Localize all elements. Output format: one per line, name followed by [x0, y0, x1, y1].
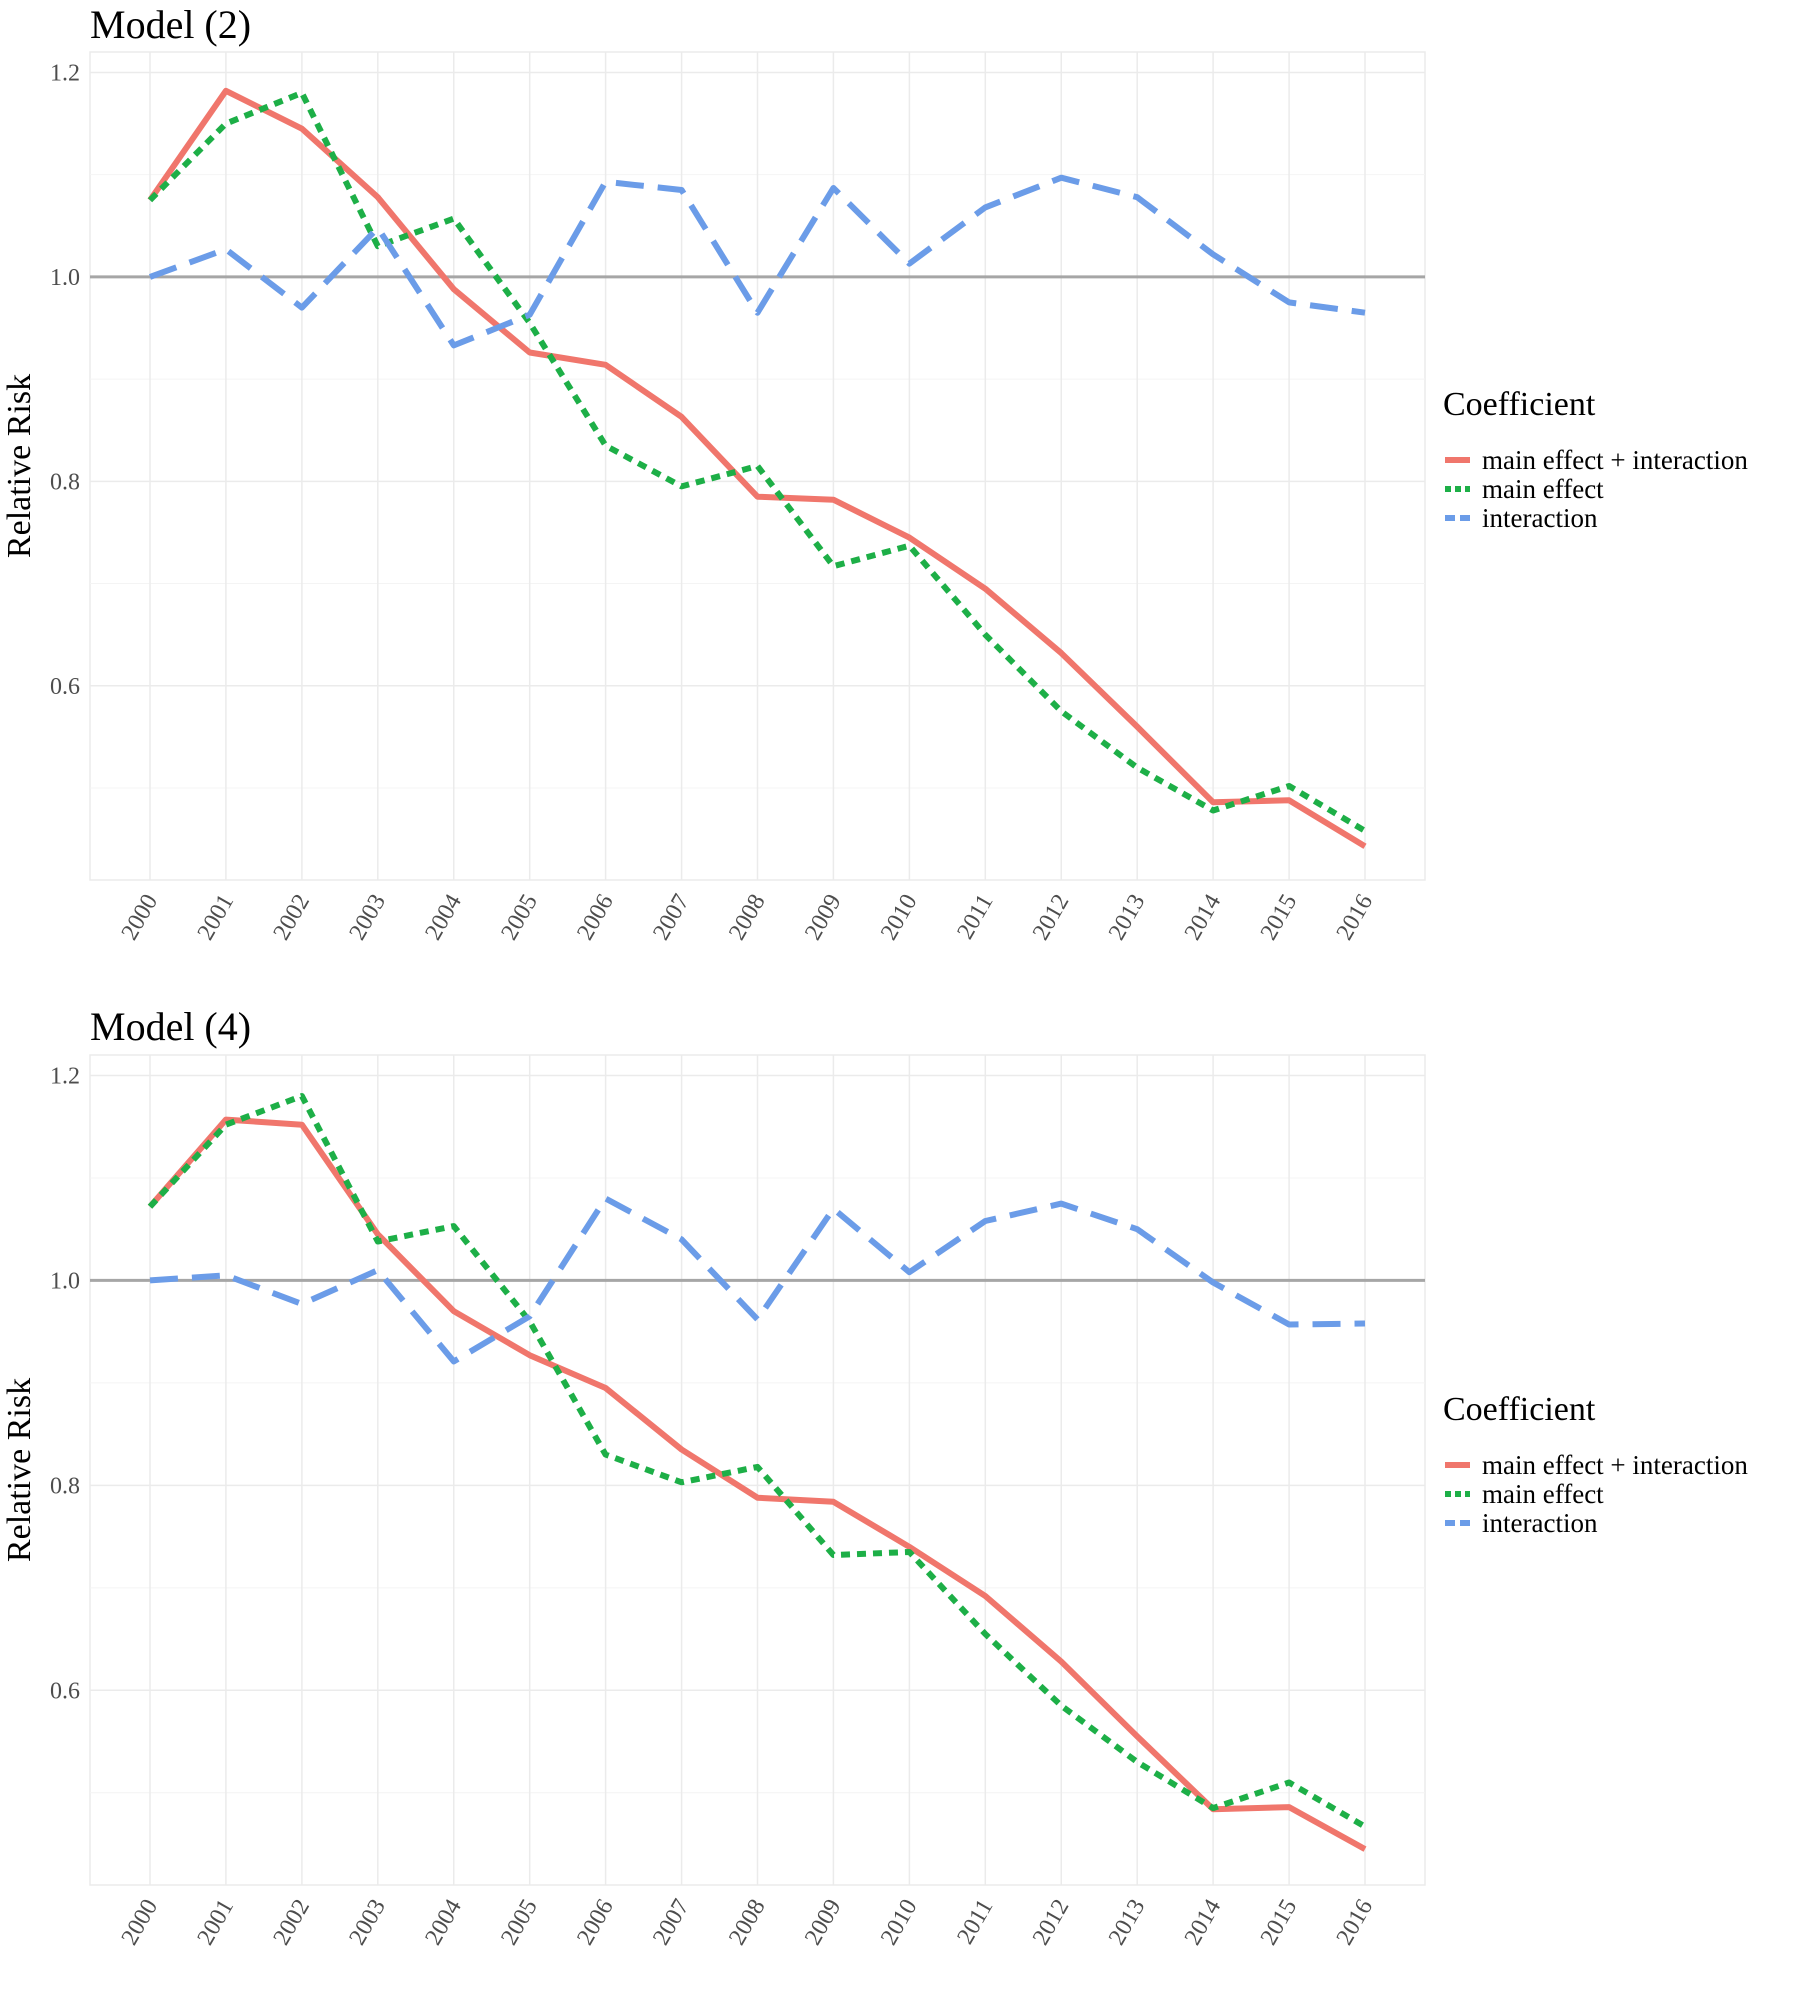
x-tick-label: 2010	[876, 1895, 923, 1950]
x-tick-label: 2013	[1104, 1895, 1151, 1950]
x-tick-label: 2016	[1332, 1895, 1379, 1950]
x-tick-label: 2003	[344, 1895, 391, 1950]
x-tick-label: 2001	[193, 890, 240, 945]
panel-model-2: 0.6 0.8 1.0 1.2 2000 2001 2002 2003 2004 2005 2006…	[1, 2, 1748, 945]
x-tick-label: 2015	[1256, 890, 1303, 945]
y-tick-label: 0.8	[50, 469, 80, 495]
legend-label: main effect + interaction	[1482, 1450, 1748, 1480]
x-tick-label: 2006	[572, 890, 619, 945]
x-tick-label: 2004	[420, 890, 467, 945]
y-tick-label: 1.0	[50, 1268, 80, 1294]
x-tick-label: 2003	[344, 890, 391, 945]
x-tick-label: 2001	[193, 1895, 240, 1950]
legend-title: Coefficient	[1443, 1391, 1596, 1428]
y-tick-label: 0.6	[50, 1678, 80, 1704]
y-axis-label: Relative Risk	[1, 374, 38, 558]
y-tick-label: 0.8	[50, 1473, 80, 1499]
legend-label: interaction	[1482, 1508, 1598, 1538]
x-tick-label: 2006	[572, 1895, 619, 1950]
series-line-main-effect	[147, 1093, 1367, 1830]
x-tick-label: 2015	[1256, 1895, 1303, 1950]
panel-model-4: 0.6 0.8 1.0 1.2 2000 2001 2002 2003 2004 2005 2006…	[1, 1004, 1748, 1950]
x-tick-label: 2009	[800, 890, 847, 945]
y-tick-label: 1.0	[50, 265, 80, 291]
x-tick-label: 2012	[1028, 890, 1075, 945]
x-tick-label: 2007	[648, 1895, 695, 1950]
x-tick-label: 2014	[1180, 890, 1227, 945]
y-axis-label: Relative Risk	[1, 1378, 38, 1562]
series-line-interaction	[149, 1195, 1366, 1365]
x-tick-label: 2000	[117, 1895, 164, 1950]
x-tick-label: 2004	[420, 1895, 467, 1950]
series-line-main-effect-interaction	[147, 87, 1367, 849]
x-tick-label: 2012	[1028, 1895, 1075, 1950]
x-tick-label: 2009	[800, 1895, 847, 1950]
x-tick-label: 2007	[648, 890, 695, 945]
x-tick-label: 2002	[269, 890, 316, 945]
x-tick-label: 2005	[496, 1895, 543, 1950]
x-tick-label: 2013	[1104, 890, 1151, 945]
y-tick-label: 0.6	[50, 674, 80, 700]
x-tick-label: 2011	[952, 1895, 998, 1949]
x-tick-label: 2010	[876, 890, 923, 945]
x-tick-label: 2002	[269, 1895, 316, 1950]
x-tick-label: 2008	[724, 1895, 771, 1950]
chart-title: Model (4)	[90, 1004, 251, 1049]
y-tick-label: 1.2	[50, 1063, 80, 1089]
y-tick-label: 1.2	[50, 60, 80, 86]
legend-label: main effect + interaction	[1482, 445, 1748, 475]
x-tick-label: 2016	[1332, 890, 1379, 945]
x-tick-label: 2005	[496, 890, 543, 945]
legend-title: Coefficient	[1443, 386, 1596, 423]
x-tick-label: 2008	[724, 890, 771, 945]
x-tick-label: 2014	[1180, 1895, 1227, 1950]
chart-title: Model (2)	[90, 2, 251, 47]
x-tick-label: 2000	[117, 890, 164, 945]
legend-label: main effect	[1482, 474, 1604, 504]
legend-label: interaction	[1482, 503, 1598, 533]
series-line-interaction	[148, 174, 1366, 349]
legend-label: main effect	[1482, 1479, 1604, 1509]
series-line-main-effect	[147, 89, 1367, 834]
x-tick-label: 2011	[952, 890, 998, 944]
